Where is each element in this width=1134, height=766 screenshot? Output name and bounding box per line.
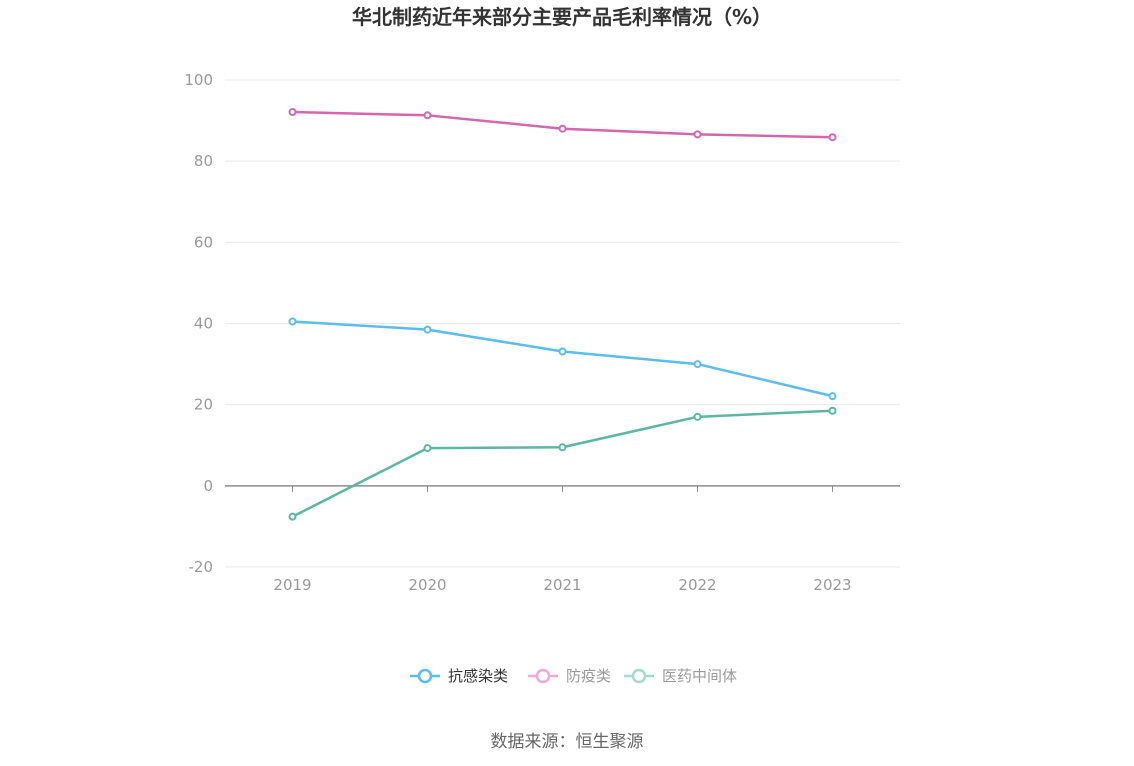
y-tick-label: 100	[184, 71, 213, 89]
legend-label: 抗感染类	[448, 667, 508, 685]
y-tick-label: 20	[194, 396, 213, 414]
chart-title: 华北制药近年来部分主要产品毛利率情况（%）	[352, 5, 772, 29]
data-point[interactable]	[423, 111, 432, 120]
series-line	[291, 409, 833, 518]
series-lines	[288, 108, 837, 521]
x-tick-label: 2022	[678, 576, 716, 594]
data-point[interactable]	[558, 347, 567, 356]
series-line	[292, 110, 833, 139]
legend-marker-icon	[417, 668, 433, 684]
data-point[interactable]	[828, 392, 837, 401]
y-tick-label: 40	[194, 315, 213, 333]
x-tick-label: 2023	[813, 576, 851, 594]
data-point[interactable]	[423, 444, 432, 453]
x-tick-label: 2020	[408, 576, 446, 594]
data-point[interactable]	[558, 443, 567, 452]
series-2	[288, 108, 837, 142]
legend[interactable]: 抗感染类 防疫类 医药中间体	[410, 667, 737, 685]
legend-marker-icon	[535, 668, 551, 684]
source-note: 数据来源：恒生聚源	[491, 732, 644, 752]
y-tick-label: 60	[194, 233, 213, 251]
y-tick-label: 80	[194, 152, 213, 170]
y-axis-ticks: 100 80 60 40 20 0 -20	[184, 71, 213, 576]
x-axis: 2019 2020 2021 2022 2023	[273, 485, 852, 594]
data-point[interactable]	[828, 406, 837, 415]
data-point[interactable]	[288, 108, 297, 117]
data-point[interactable]	[693, 412, 702, 421]
legend-label: 防疫类	[566, 667, 611, 685]
data-point[interactable]	[693, 130, 702, 139]
legend-marker-icon	[631, 668, 647, 684]
data-point[interactable]	[288, 317, 297, 326]
x-tick-label: 2019	[273, 576, 311, 594]
x-tick-label: 2021	[543, 576, 581, 594]
y-tick-label: 0	[203, 477, 213, 495]
series-3	[288, 406, 837, 521]
data-point[interactable]	[693, 360, 702, 369]
y-tick-label: -20	[189, 558, 214, 576]
data-point[interactable]	[828, 133, 837, 142]
legend-item[interactable]: 医药中间体	[624, 667, 737, 685]
data-point[interactable]	[288, 512, 297, 521]
data-point[interactable]	[423, 325, 432, 334]
series-line	[292, 320, 833, 398]
legend-label: 医药中间体	[662, 667, 737, 685]
legend-item[interactable]: 防疫类	[528, 667, 611, 685]
legend-item[interactable]: 抗感染类	[410, 667, 508, 685]
data-point[interactable]	[558, 124, 567, 133]
series-1	[288, 317, 837, 401]
